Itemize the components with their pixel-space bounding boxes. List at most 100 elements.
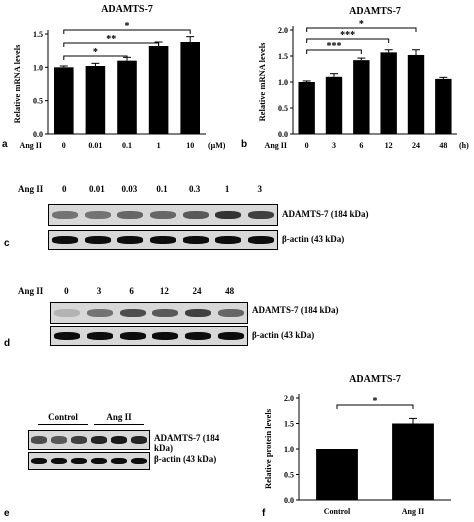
band-label-adamts7-d: ADAMTS-7 (184 kDa) <box>252 305 339 315</box>
lane-label-c-6: 3 <box>257 184 262 194</box>
group-control-e: Control <box>38 412 88 425</box>
band-actin-c-5 <box>215 236 242 244</box>
x-tick-label-a-0: 0 <box>62 141 66 150</box>
blot-adamts7-c <box>48 204 278 226</box>
band-actin-d-3 <box>152 332 179 340</box>
band-actin-e-1 <box>51 457 67 465</box>
band-actin-c-3 <box>149 236 177 244</box>
sig-label-a-1: ** <box>106 34 116 45</box>
blot-adamts7-e <box>28 430 150 450</box>
bar-a-4 <box>180 42 200 134</box>
sig-label-a-0: * <box>93 47 98 58</box>
bar-f-0 <box>316 449 358 500</box>
band-actin-c-1 <box>84 236 111 244</box>
chart-title-a: ADAMTS-7 <box>101 4 153 15</box>
y-tick-label-f-0: 0.0 <box>284 496 294 505</box>
bar-a-2 <box>117 60 137 134</box>
group-label-control: Control <box>48 412 78 422</box>
x-prefix-label-a: Ang II <box>20 141 42 150</box>
band-actin-e-3 <box>91 457 107 465</box>
panel-label-a: a <box>2 139 8 150</box>
sig-label-a-2: * <box>125 21 130 32</box>
bar-b-0 <box>298 82 315 134</box>
x-tick-label-a-1: 0.01 <box>88 141 102 150</box>
band-label-adamts7-c: ADAMTS-7 (184 kDa) <box>282 209 369 219</box>
panel-label-f: f <box>262 508 266 519</box>
x-tick-label-f-0: Control <box>324 507 351 516</box>
bar-b-3 <box>380 52 397 134</box>
x-tick-label-b-2: 6 <box>359 141 363 150</box>
sig-label-b-2: * <box>359 19 364 30</box>
sig-bracket-b-0 <box>306 49 362 54</box>
band-adamts7-e-3 <box>91 436 107 444</box>
sig-bracket-b-2 <box>306 27 417 32</box>
band-adamts7-e-5 <box>131 436 147 444</box>
y-tick-label-b-3: 1.5 <box>278 52 288 61</box>
lane-label-c-3: 0.1 <box>156 184 168 194</box>
y-axis-label-b: Relative mRNA levels <box>257 42 267 122</box>
band-adamts7-e-0 <box>31 436 47 444</box>
band-actin-e-5 <box>131 457 147 465</box>
band-label-actin-d: β-actin (43 kDa) <box>252 330 315 340</box>
y-tick-label-b-0: 0.0 <box>278 130 288 139</box>
y-tick-label-b-1: 0.5 <box>278 104 288 113</box>
bar-b-5 <box>435 78 452 134</box>
blot-panel-e: Control Ang II ADAMTS-7 (184 kDa) β-acti… <box>0 400 237 522</box>
blot-actin-e <box>28 452 150 470</box>
band-adamts7-c-4 <box>182 211 209 219</box>
sig-bracket-b-1 <box>306 38 390 43</box>
lane-label-d-1: 3 <box>96 286 102 296</box>
sig-bracket-f-0 <box>336 404 414 409</box>
panel-label-e: e <box>4 508 10 519</box>
band-actin-e-0 <box>31 457 47 465</box>
bar-f-1 <box>392 423 434 500</box>
x-tick-label-a-3: 1 <box>157 141 161 150</box>
band-actin-d-2 <box>119 332 146 340</box>
bar-b-2 <box>353 60 370 134</box>
x-tick-label-b-3: 12 <box>385 141 393 150</box>
band-actin-d-0 <box>54 332 81 340</box>
band-actin-c-2 <box>117 236 144 244</box>
lane-labels-d: 0 3 6 12 24 48 <box>50 286 246 298</box>
lane-label-c-0: 0 <box>62 184 67 194</box>
panel-label-c: c <box>4 238 10 249</box>
sig-label-b-0: *** <box>327 41 342 52</box>
treatment-label-c: Ang II <box>18 184 44 194</box>
x-unit-label-b: (h) <box>459 141 469 150</box>
band-actin-d-4 <box>184 332 212 340</box>
band-adamts7-c-2 <box>117 211 144 219</box>
sig-bracket-a-1 <box>63 42 160 47</box>
y-tick-label-a-1: 0.5 <box>33 97 43 106</box>
sig-label-b-1: *** <box>340 30 355 41</box>
blot-panel-c: Ang II 0 0.01 0.03 0.1 0.3 1 3 ADAMTS-7 (184 k… <box>0 178 474 258</box>
sig-bracket-a-2 <box>63 29 191 34</box>
blot-actin-d <box>50 326 248 346</box>
bar-b-1 <box>325 76 343 134</box>
band-actin-c-0 <box>52 236 79 244</box>
bar-a-0 <box>54 67 74 134</box>
chart-b: ADAMTS-7 0.0 0.5 1.0 1.5 2.0 Relative mRNA lev… <box>257 6 469 150</box>
x-tick-label-b-1: 3 <box>332 141 336 150</box>
group-angii-e: Ang II <box>94 412 144 425</box>
lane-label-d-4: 24 <box>192 286 202 296</box>
lane-label-c-1: 0.01 <box>88 184 105 194</box>
bar-b-4 <box>407 54 425 134</box>
lane-label-d-0: 0 <box>64 286 69 296</box>
band-actin-d-5 <box>217 332 244 340</box>
band-actin-e-4 <box>111 457 127 465</box>
lane-label-d-2: 6 <box>129 286 134 296</box>
group-label-angii: Ang II <box>106 412 132 422</box>
band-adamts7-d-1 <box>86 309 114 317</box>
band-adamts7-c-3 <box>149 211 177 219</box>
band-actin-c-4 <box>182 236 209 244</box>
bar-a-3 <box>148 46 169 134</box>
y-tick-label-b-2: 1.0 <box>278 78 288 87</box>
band-actin-e-2 <box>71 457 87 465</box>
treatment-label-d: Ang II <box>18 286 44 296</box>
chart-a: ADAMTS-7 0.0 0.5 1.0 1.5 Relative mRNA levels… <box>12 4 226 150</box>
x-tick-label-b-4: 24 <box>412 141 420 150</box>
y-axis-label-a: Relative mRNA levels <box>12 44 22 124</box>
chart-f: ADAMTS-7 0.0 0.5 1.0 1.5 2.0 Relative protein … <box>263 374 451 516</box>
band-adamts7-e-2 <box>71 436 87 444</box>
y-tick-label-f-4: 2.0 <box>284 394 294 403</box>
